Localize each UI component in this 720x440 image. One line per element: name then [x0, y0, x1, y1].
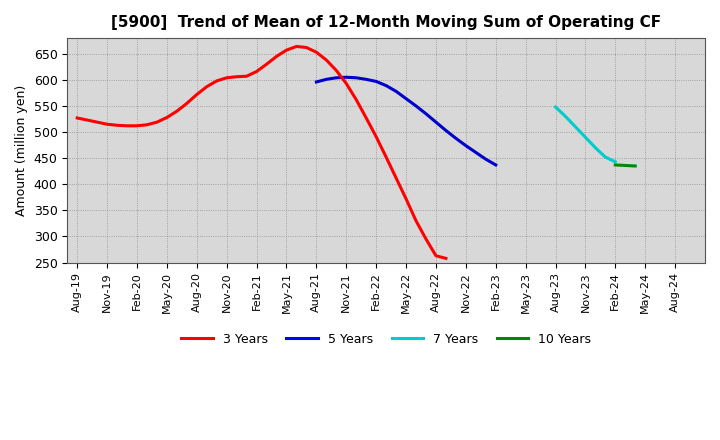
Legend: 3 Years, 5 Years, 7 Years, 10 Years: 3 Years, 5 Years, 7 Years, 10 Years: [176, 327, 596, 351]
Title: [5900]  Trend of Mean of 12-Month Moving Sum of Operating CF: [5900] Trend of Mean of 12-Month Moving …: [111, 15, 661, 30]
Y-axis label: Amount (million yen): Amount (million yen): [15, 85, 28, 216]
